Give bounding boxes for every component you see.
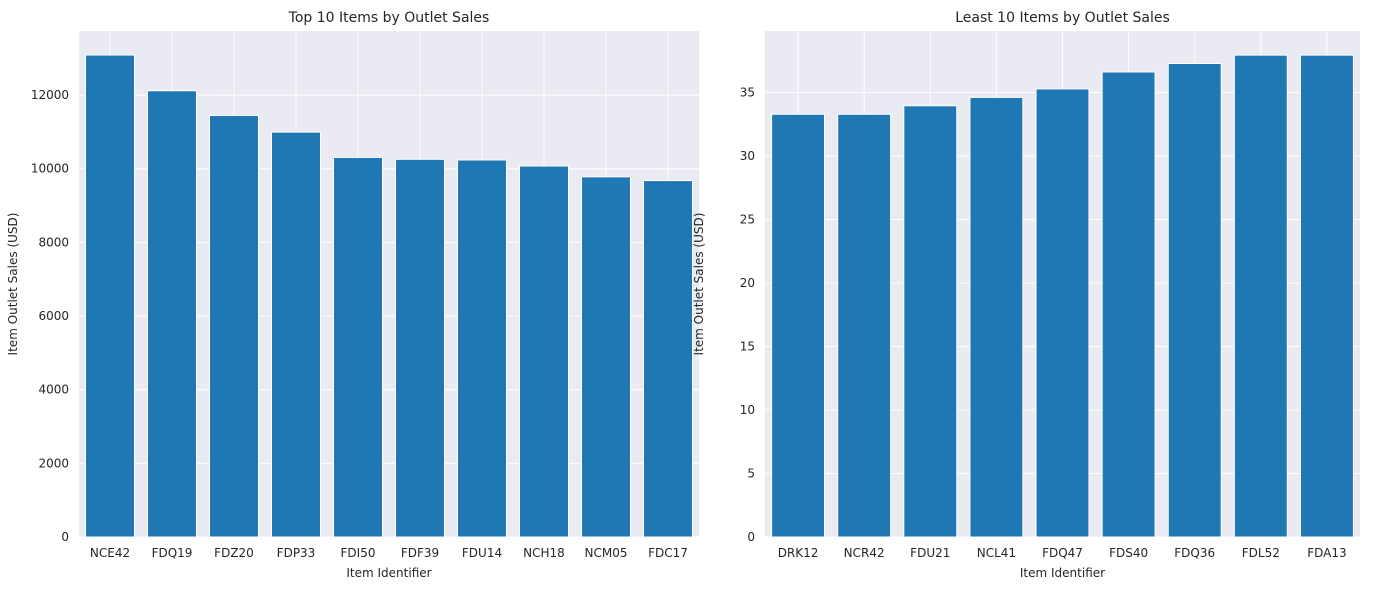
- x-tick-label: NCR42: [844, 546, 885, 560]
- x-tick-label: FDI50: [341, 546, 376, 560]
- x-tick-label: FDQ19: [152, 546, 193, 560]
- y-axis-label: Item Outlet Sales (USD): [692, 213, 706, 356]
- y-tick-label: 30: [740, 149, 755, 163]
- bar-fdi50: [333, 156, 383, 538]
- bar-fdz20: [209, 115, 259, 538]
- y-tick-label: 15: [740, 340, 755, 354]
- x-tick-labels: NCE42 FDQ19 FDZ20 FDP33 FDI50 FDF39 FDU14 NCH18…: [90, 546, 688, 560]
- x-tick-label: NCE42: [90, 546, 130, 560]
- bar-ncr42: [837, 113, 892, 538]
- y-tick-label: 25: [740, 213, 755, 227]
- bar-fdf39: [395, 158, 445, 538]
- x-tick-label: FDA13: [1307, 546, 1346, 560]
- y-tick-label: 10: [740, 403, 755, 417]
- x-tick-label: FDQ47: [1042, 546, 1083, 560]
- x-tick-label: NCH18: [523, 546, 565, 560]
- bar-fdq36: [1167, 63, 1222, 538]
- chart-least-10-items: DRK12 NCR42 FDU21 NCL41 FDQ47 FDS40 FDQ36 FDL52…: [692, 10, 1360, 580]
- bar-fds40: [1101, 71, 1156, 538]
- y-tick-label: 0: [61, 530, 69, 544]
- x-tick-label: NCL41: [977, 546, 1016, 560]
- bar-fdp33: [271, 131, 321, 538]
- y-tick-label: 4000: [38, 383, 69, 397]
- y-tick-label: 35: [740, 86, 755, 100]
- bar-ncm05: [581, 176, 631, 538]
- y-tick-label: 0: [747, 530, 755, 544]
- bar-fdu21: [903, 105, 958, 538]
- bar-fdc17: [643, 180, 693, 538]
- bar-nch18: [519, 165, 569, 538]
- x-tick-label: DRK12: [778, 546, 819, 560]
- y-tick-label: 5: [747, 467, 755, 481]
- x-tick-labels: DRK12 NCR42 FDU21 NCL41 FDQ47 FDS40 FDQ36 FDL52…: [778, 546, 1347, 560]
- x-tick-label: FDP33: [277, 546, 316, 560]
- x-tick-label: NCM05: [585, 546, 628, 560]
- bar-fdl52: [1233, 54, 1288, 538]
- bar-fda13: [1300, 54, 1354, 538]
- bar-fdu14: [457, 159, 507, 538]
- bars: [85, 54, 693, 538]
- bar-nce42: [85, 54, 135, 538]
- x-tick-label: FDU14: [462, 546, 502, 560]
- x-tick-label: FDU21: [910, 546, 950, 560]
- y-tick-labels: 0 2000 4000 6000 8000 10000 12000: [31, 88, 69, 544]
- bar-ncl41: [969, 96, 1024, 538]
- chart-title: Least 10 Items by Outlet Sales: [955, 10, 1170, 26]
- x-tick-label: FDF39: [401, 546, 439, 560]
- y-tick-label: 8000: [38, 235, 69, 249]
- bar-drk12: [771, 113, 825, 538]
- x-tick-label: FDS40: [1109, 546, 1148, 560]
- x-tick-label: FDC17: [648, 546, 688, 560]
- chart-title: Top 10 Items by Outlet Sales: [288, 10, 490, 26]
- y-tick-label: 10000: [31, 162, 69, 176]
- bars: [771, 54, 1354, 538]
- chart-top-10-items: NCE42 FDQ19 FDZ20 FDP33 FDI50 FDF39 FDU14 NCH18…: [6, 10, 699, 580]
- x-tick-label: FDL52: [1242, 546, 1280, 560]
- y-axis-label: Item Outlet Sales (USD): [6, 213, 20, 356]
- bar-fdq47: [1035, 88, 1090, 538]
- x-axis-label: Item Identifier: [346, 566, 431, 580]
- y-tick-labels: 0 5 10 15 20 25 30 35: [740, 86, 755, 544]
- x-tick-label: FDQ36: [1174, 546, 1215, 560]
- x-axis-label: Item Identifier: [1020, 566, 1105, 580]
- y-tick-label: 6000: [38, 309, 69, 323]
- y-tick-label: 20: [740, 276, 755, 290]
- y-tick-label: 2000: [38, 456, 69, 470]
- x-tick-label: FDZ20: [214, 546, 254, 560]
- bar-fdq19: [147, 90, 197, 538]
- y-tick-label: 12000: [31, 88, 69, 102]
